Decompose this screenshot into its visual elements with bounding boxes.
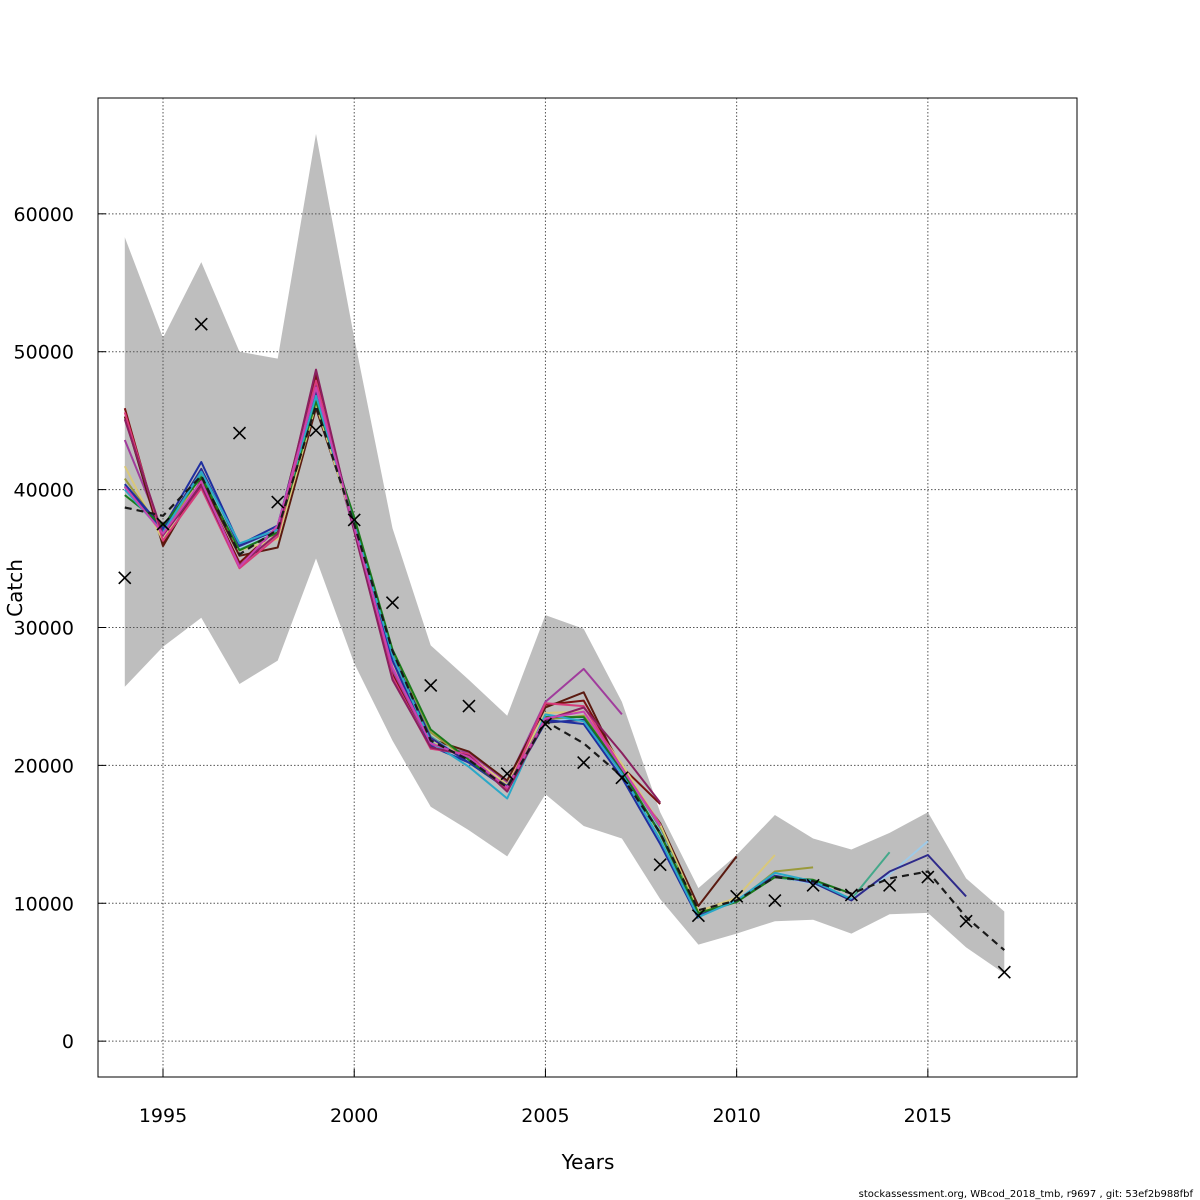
x-axis-title: Years <box>561 1150 615 1174</box>
confidence-band <box>124 133 1005 974</box>
x-axis: 1995 2000 2005 2010 2015 <box>139 1069 952 1127</box>
observed-point <box>271 495 285 509</box>
observed-point <box>691 909 705 923</box>
plot-frame <box>97 97 1078 1078</box>
base-fit-line <box>124 401 1006 951</box>
observed-point <box>921 870 935 884</box>
observed-point <box>424 678 438 692</box>
x-tick-label: 2010 <box>712 1105 760 1127</box>
x-tick-label: 2015 <box>904 1105 952 1127</box>
y-tick-label: 0 <box>62 1031 74 1053</box>
base-fit-layer <box>124 401 1006 951</box>
observed-point <box>118 571 132 585</box>
x-tick-label: 1995 <box>139 1105 187 1127</box>
series-line-14 <box>124 386 662 827</box>
y-axis: 0 10000 20000 30000 40000 50000 60000 <box>14 204 106 1053</box>
y-tick-label: 60000 <box>14 204 74 226</box>
x-tick-label: 2005 <box>521 1105 569 1127</box>
observed-point <box>385 596 400 610</box>
footer-credit: stockassessment.org, WBcod_2018_tmb, r96… <box>859 1189 1194 1200</box>
observed-point <box>500 767 514 781</box>
y-tick-label: 20000 <box>14 755 74 777</box>
y-tick-label: 50000 <box>14 342 74 364</box>
observed-point <box>844 888 858 902</box>
observed-point <box>959 914 973 928</box>
observed-point <box>538 717 552 731</box>
observed-point <box>577 756 591 770</box>
x-tick-label: 2000 <box>330 1105 378 1127</box>
observed-point <box>615 771 629 785</box>
y-tick-label: 40000 <box>14 480 74 502</box>
y-tick-label: 10000 <box>14 893 74 915</box>
observed-point <box>309 423 323 437</box>
observed-point <box>653 858 667 872</box>
observed-layer <box>118 317 1011 979</box>
observed-point <box>997 965 1011 979</box>
observed-point <box>883 878 897 892</box>
observed-point <box>768 893 782 908</box>
confidence-band-layer <box>124 133 1005 974</box>
y-tick-label: 30000 <box>14 617 74 639</box>
observed-point <box>232 426 247 440</box>
observed-point <box>194 317 208 331</box>
observed-point <box>347 513 361 527</box>
grid-layer <box>98 98 1077 1077</box>
observed-point <box>156 517 170 531</box>
observed-point <box>806 878 820 892</box>
y-axis-title: Catch <box>3 559 27 617</box>
observed-point <box>462 699 476 713</box>
series-line-11 <box>124 394 852 919</box>
observed-point <box>730 889 744 903</box>
